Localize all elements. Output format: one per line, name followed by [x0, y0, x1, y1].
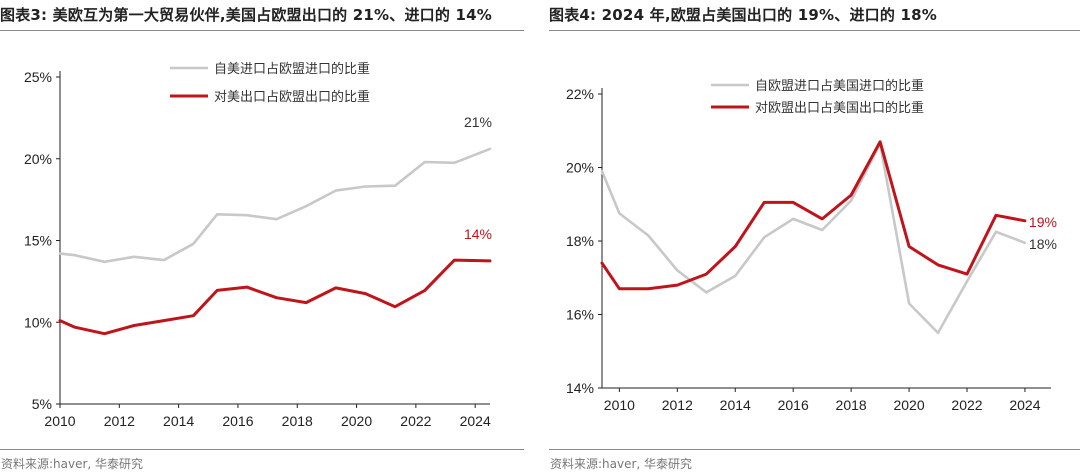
data-label: 21%	[464, 114, 492, 130]
data-label: 18%	[1029, 236, 1057, 252]
x-tick-label: 2018	[282, 413, 313, 429]
source-note: 资料来源:haver, 华泰研究	[1, 457, 144, 471]
title-divider	[549, 30, 1080, 31]
x-tick-label: 2012	[662, 397, 693, 413]
y-tick-label: 5%	[32, 396, 52, 412]
x-tick-label: 2016	[778, 397, 809, 413]
legend-label: 对美出口占欧盟出口的比重	[214, 89, 370, 104]
y-tick-label: 18%	[566, 233, 594, 249]
y-tick-label: 15%	[24, 233, 52, 249]
y-tick-label: 14%	[566, 380, 594, 396]
source-divider	[549, 449, 1080, 450]
x-tick-label: 2010	[604, 397, 635, 413]
x-tick-label: 2024	[460, 413, 491, 429]
series-line	[600, 142, 1027, 335]
x-tick-label: 2010	[44, 413, 75, 429]
x-tick-label: 2024	[1009, 397, 1040, 413]
legend-label: 自美进口占欧盟进口的比重	[214, 61, 370, 76]
title-divider	[0, 30, 524, 31]
legend-label: 自欧盟进口占美国进口的比重	[755, 78, 924, 93]
x-tick-label: 2016	[222, 413, 253, 429]
chart-title: 图表3: 美欧互为第一大贸易伙伴,美国占欧盟出口的 21%、进口的 14%	[0, 6, 493, 24]
x-tick-label: 2014	[720, 397, 751, 413]
x-tick-label: 2018	[836, 397, 867, 413]
y-tick-label: 25%	[24, 69, 52, 85]
x-tick-label: 2014	[163, 413, 194, 429]
data-label: 19%	[1029, 214, 1057, 230]
line-chart: 14% 16% 18% 20% 22% 2010 2012 2014 2016 2018 2020 2…	[566, 78, 1057, 413]
x-tick-label: 2020	[341, 413, 372, 429]
legend-label: 对欧盟出口占美国出口的比重	[755, 100, 924, 115]
chart-panel-right: 图表4: 2024 年,欧盟占美国出口的 19%、进口的 18% 14% 16% 1…	[549, 0, 1080, 473]
data-label: 14%	[464, 226, 492, 242]
series-line	[58, 258, 492, 336]
x-tick-label: 2022	[400, 413, 431, 429]
x-tick-label: 2020	[893, 397, 924, 413]
x-tick-label: 2012	[104, 413, 135, 429]
y-tick-label: 16%	[566, 307, 594, 323]
source-note: 资料来源:haver, 华泰研究	[550, 457, 693, 471]
y-tick-label: 22%	[566, 86, 594, 102]
y-tick-label: 20%	[24, 151, 52, 167]
y-tick-label: 10%	[24, 314, 52, 330]
y-tick-label: 20%	[566, 160, 594, 176]
chart-title: 图表4: 2024 年,欧盟占美国出口的 19%、进口的 18%	[549, 6, 937, 24]
line-chart: 5% 10% 15% 20% 25% 2010 2012 2014 2016 2018 2020 20…	[24, 61, 492, 429]
series-line	[600, 140, 1027, 291]
chart-panel-left: 图表3: 美欧互为第一大贸易伙伴,美国占欧盟出口的 21%、进口的 14% 5%…	[0, 0, 524, 473]
x-tick-label: 2022	[951, 397, 982, 413]
source-divider	[0, 449, 524, 450]
series-line	[58, 147, 492, 264]
